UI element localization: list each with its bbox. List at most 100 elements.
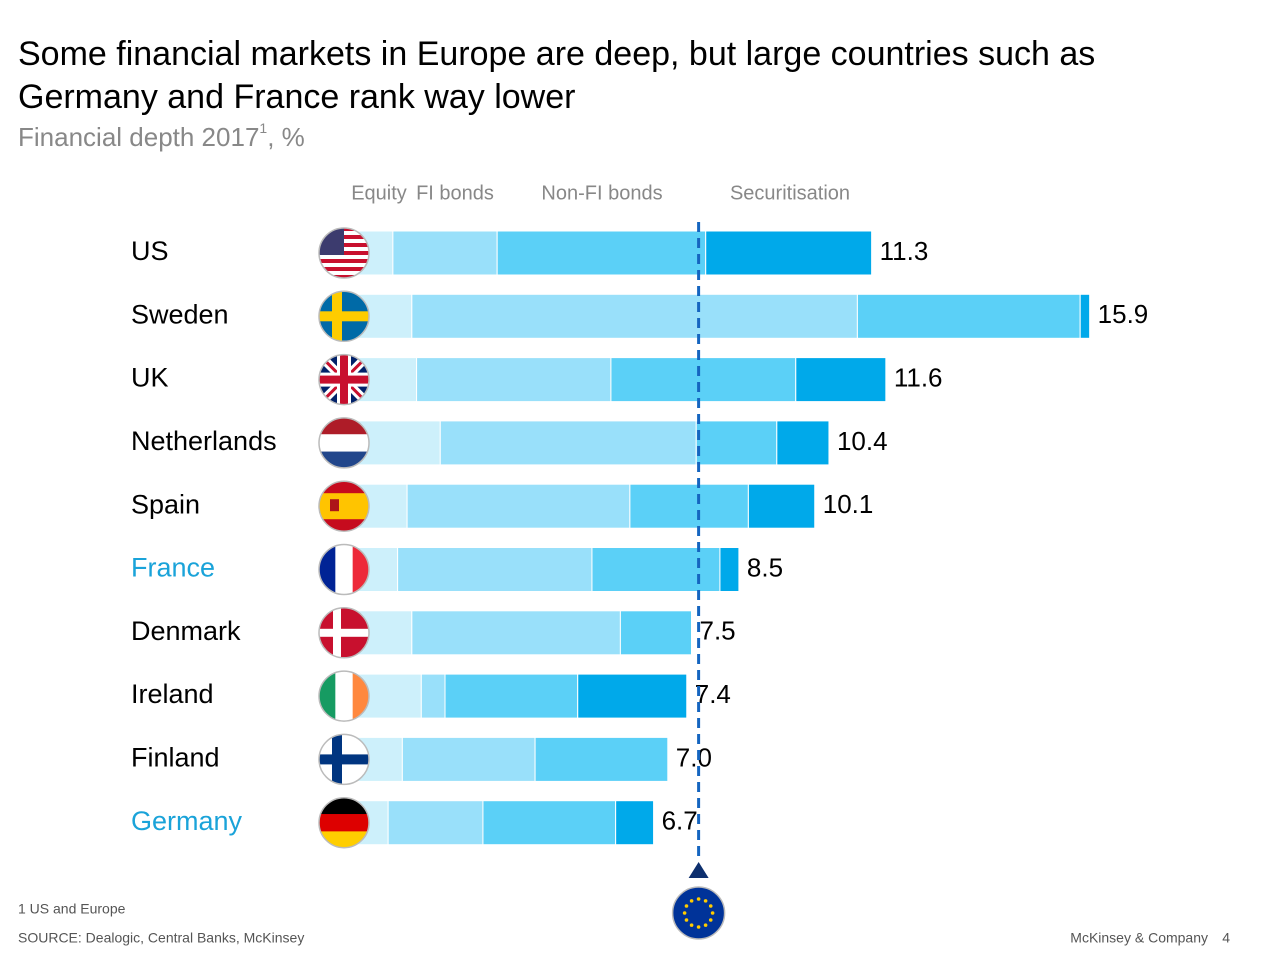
bar-segment (387, 800, 484, 846)
flag-inner (319, 291, 369, 342)
flag-part (319, 259, 369, 263)
eu-star (696, 897, 701, 901)
category-label: Netherlands (131, 426, 277, 456)
legend-label: Non-FI bonds (541, 182, 662, 204)
category-label: US (131, 236, 169, 266)
bar-segment (496, 230, 707, 276)
flag-rim (318, 733, 370, 786)
bar-segment (629, 483, 749, 529)
eu-star (710, 911, 715, 915)
bar-segment (439, 420, 697, 466)
category-label: Denmark (131, 616, 241, 646)
flag-inner (319, 481, 369, 532)
flag-part (319, 267, 369, 271)
reference-arrow (688, 862, 709, 878)
category-label: France (131, 553, 215, 583)
legend-label: Securitisation (730, 182, 850, 204)
category-label: Finland (131, 743, 220, 773)
eu-star (696, 925, 701, 929)
flag-rim (318, 670, 370, 722)
flag (318, 733, 370, 786)
bar-segment (577, 673, 688, 719)
bar-segment (856, 293, 1081, 339)
eu-star (703, 899, 708, 903)
bar-segment (406, 483, 631, 529)
flag-part (319, 255, 369, 259)
bar-segment (705, 230, 873, 276)
subtitle-text: , % (267, 122, 305, 152)
category-label: Sweden (131, 299, 229, 329)
eu-star (682, 911, 687, 915)
value-label: 6.7 (662, 806, 698, 836)
bar-segment (610, 357, 797, 403)
bar-segment (1079, 293, 1091, 339)
flag-inner (319, 228, 369, 278)
flag-part (333, 607, 341, 658)
flag-part (319, 417, 369, 435)
bar-segment (420, 673, 446, 719)
brand: McKinsey & Company (1070, 930, 1208, 946)
flag-inner (319, 734, 369, 785)
bar-segment (776, 420, 830, 466)
flag-rim (318, 543, 370, 596)
chart-subtitle: Financial depth 20171, % (18, 120, 305, 152)
flag (318, 290, 370, 343)
category-label: UK (131, 363, 169, 393)
eu-star (684, 904, 689, 908)
subtitle-text: Financial depth 2017 (18, 122, 259, 152)
flag-rim (318, 227, 370, 279)
flag-part (340, 354, 348, 405)
eu-star (708, 904, 713, 908)
flag-rim (318, 353, 370, 406)
bar-segment (392, 230, 498, 276)
value-label: 7.0 (676, 742, 712, 772)
bar-segment (747, 483, 816, 529)
value-label: 11.6 (894, 362, 943, 392)
flag-part (319, 493, 369, 520)
flag-part (319, 754, 369, 765)
subtitle-superscript: 1 (259, 120, 267, 136)
flag-rim (318, 290, 370, 343)
flag-rim (318, 480, 370, 532)
flag-part (332, 734, 342, 785)
value-label: 7.5 (700, 616, 736, 646)
flag-part (319, 797, 369, 815)
flag-part (332, 291, 342, 342)
chart-title: Some financial markets in Europe are dee… (18, 35, 1095, 73)
bar-segment (482, 800, 617, 846)
eu-flag-bg (671, 886, 726, 940)
flag (318, 670, 370, 722)
bar-segment (719, 547, 740, 592)
flag-part (330, 499, 339, 512)
flag-part (319, 434, 369, 453)
bar-segment (534, 736, 669, 782)
source: SOURCE: Dealogic, Central Banks, McKinse… (18, 930, 304, 946)
value-label: 15.9 (1098, 299, 1149, 329)
bar-segment (444, 673, 579, 719)
bar-segment (401, 736, 536, 782)
flag (318, 480, 370, 532)
flag (318, 543, 370, 596)
flag-inner (319, 607, 369, 658)
bar-segment (615, 800, 655, 846)
category-label: Germany (131, 806, 243, 836)
eu-star (689, 899, 694, 903)
value-label: 11.3 (880, 236, 929, 266)
value-label: 10.4 (837, 426, 888, 456)
legend-label: FI bonds (416, 182, 494, 204)
value-label: 8.5 (747, 552, 783, 582)
eu-star (684, 918, 689, 922)
flag-inner (319, 671, 369, 722)
flag (318, 353, 370, 406)
flag-part (319, 311, 369, 322)
flag-part (319, 671, 336, 722)
page-number: 4 (1222, 930, 1230, 946)
bar-segment (619, 610, 693, 656)
flag-part (319, 275, 369, 278)
flag (318, 417, 370, 469)
flag-part (319, 271, 369, 275)
flag (318, 796, 370, 849)
flag (318, 607, 370, 659)
flag-rim (318, 796, 370, 849)
